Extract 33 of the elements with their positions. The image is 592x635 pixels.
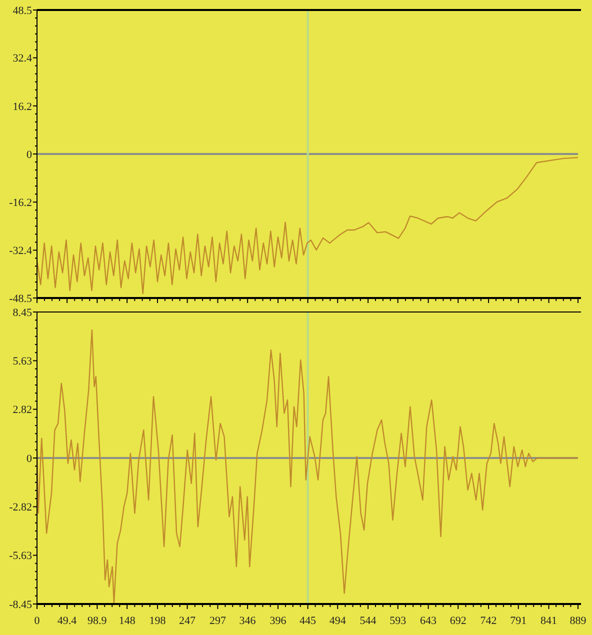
y-tick-label: 32.4 [12,52,32,65]
y-tick-label: -8.45 [9,598,32,611]
y-tick-label: 5.63 [12,356,32,368]
x-tick-label: 396 [270,615,287,627]
y-tick-label: -32.4 [9,245,32,258]
y-tick-label: -5.63 [9,550,32,562]
x-tick-label: 494 [329,615,346,627]
x-tick-label: 198 [149,615,166,627]
x-tick-label: 346 [239,615,256,627]
y-tick-label: 2.82 [12,404,32,416]
y-tick-label: 48.5 [12,4,32,17]
y-tick-label: -2.82 [9,502,32,514]
x-tick-label: 445 [300,615,317,627]
x-tick-label: 247 [179,615,196,627]
x-tick-label: 593 [390,615,407,627]
x-tick-label: 544 [360,615,377,627]
x-tick-label: 297 [209,615,226,627]
x-tick-label: 0 [34,615,40,627]
x-tick-label: 841 [540,615,558,627]
y-tick-label: -48.5 [9,292,32,305]
x-tick-label: 742 [480,615,497,627]
y-tick-label: 0 [26,148,32,161]
x-tick-label: 692 [450,615,466,627]
x-tick-label: 791 [510,615,527,627]
x-tick-label: 643 [420,615,438,627]
y-tick-label: 16.2 [12,100,32,113]
y-tick-label: 0 [26,452,32,465]
x-tick-label: 148 [118,615,136,627]
y-tick-label: 8.45 [12,306,32,319]
x-tick-label: 98.9 [88,615,108,627]
x-tick-label: 49.4 [57,615,78,627]
x-tick-label: 889 [570,615,587,627]
y-tick-label: -16.2 [9,196,32,209]
